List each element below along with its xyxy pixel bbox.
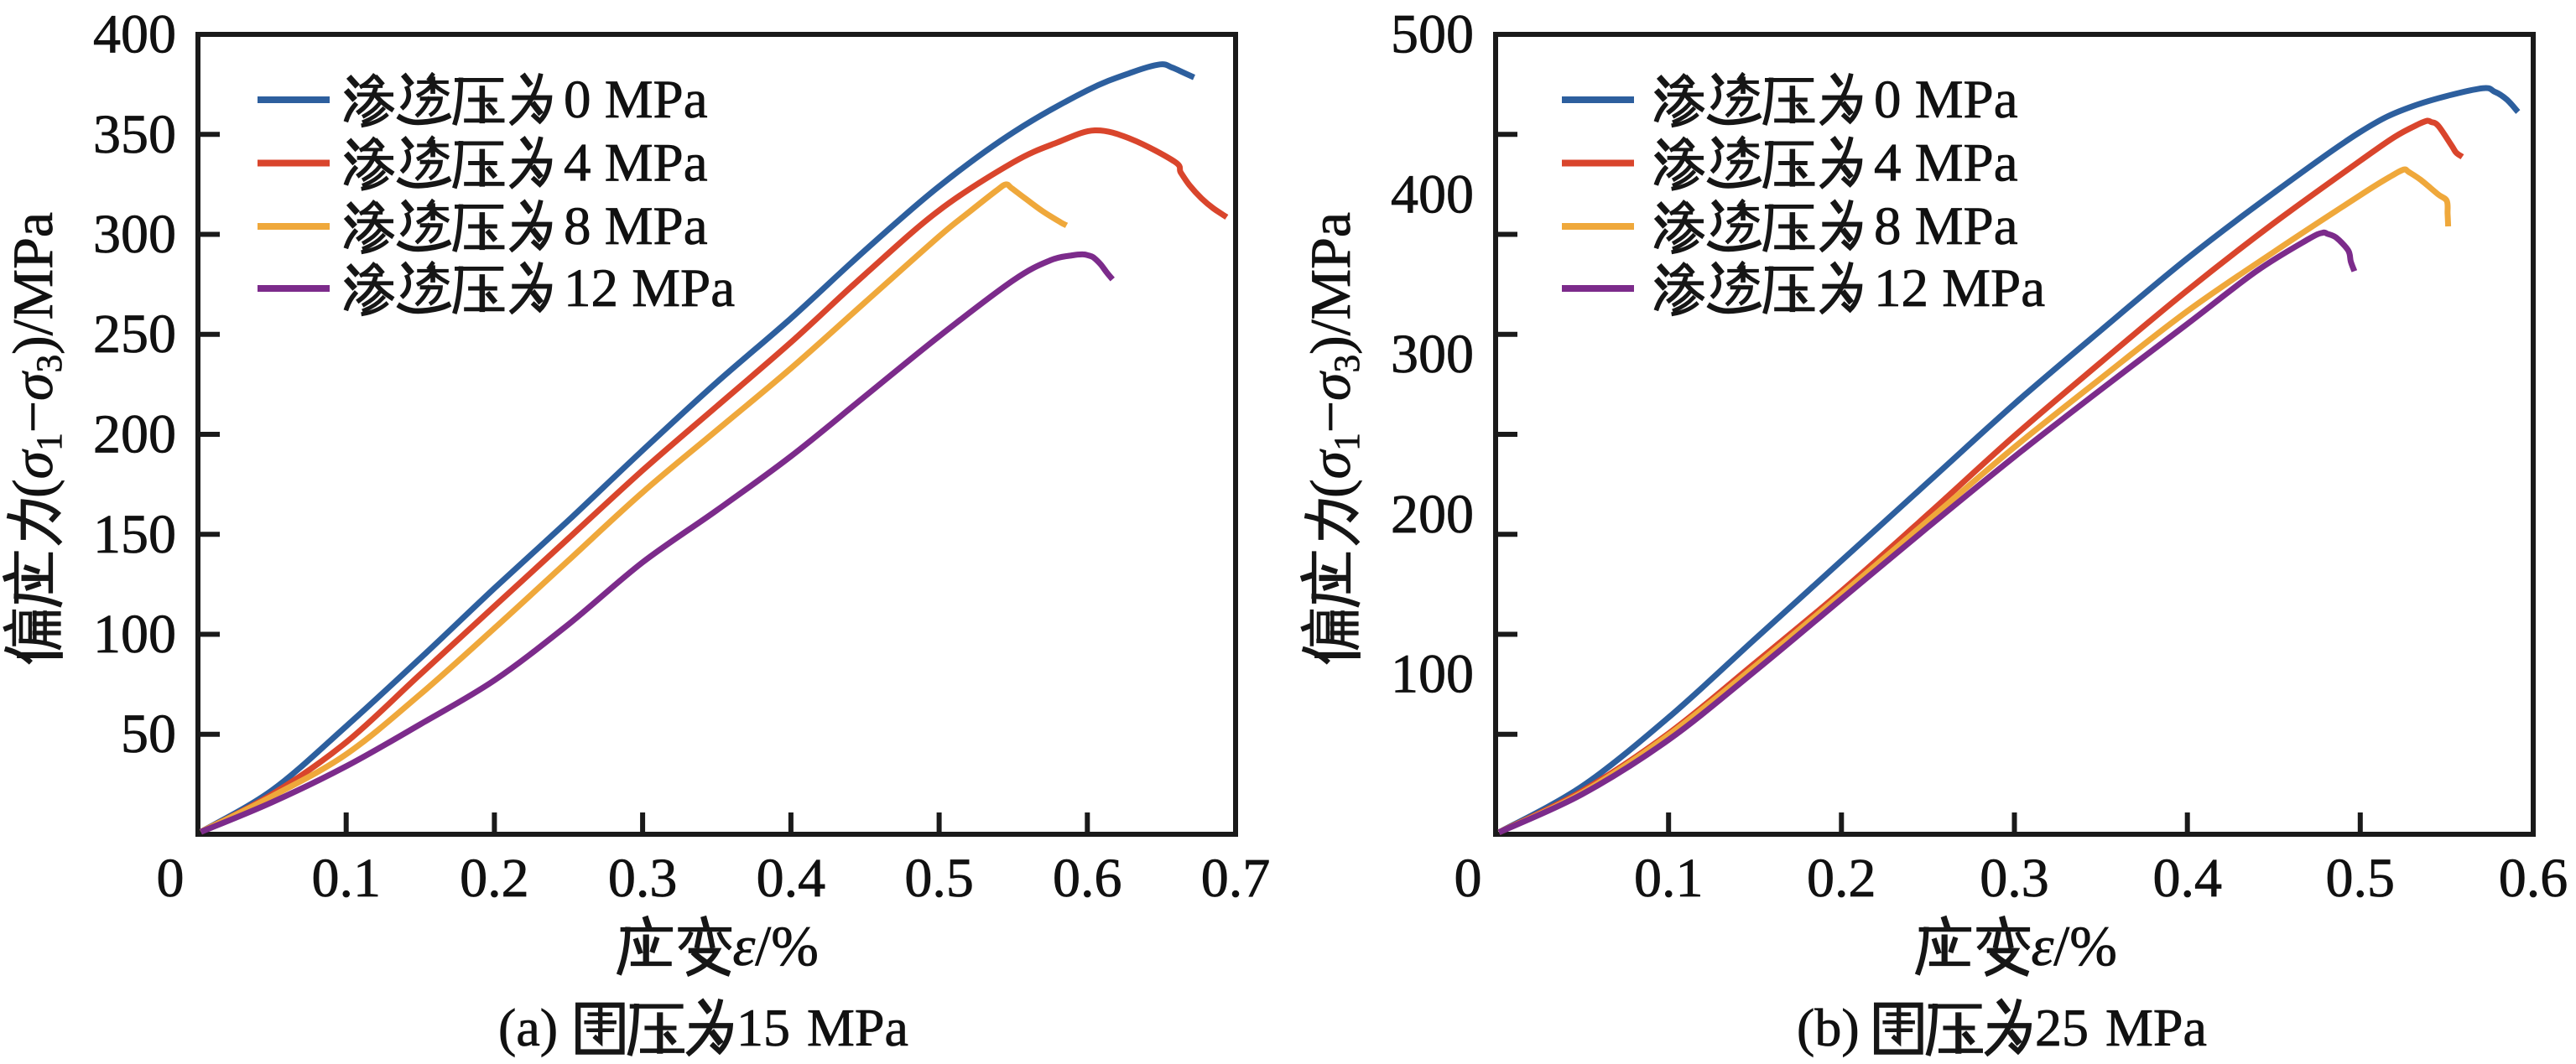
svg-text:200: 200 — [93, 404, 176, 465]
svg-text:250: 250 — [93, 304, 176, 365]
svg-text:4 MPa: 4 MPa — [1874, 133, 2018, 194]
svg-text:(σ1−σ3)/MPa: (σ1−σ3)/MPa — [1298, 212, 1367, 498]
svg-text:500: 500 — [1391, 4, 1474, 65]
svg-text:0 MPa: 0 MPa — [1874, 70, 2018, 130]
svg-text:0.1: 0.1 — [311, 848, 381, 909]
svg-text:(σ1−σ3)/MPa: (σ1−σ3)/MPa — [1, 212, 70, 498]
svg-text:0.2: 0.2 — [460, 848, 529, 909]
svg-text:12 MPa: 12 MPa — [564, 258, 735, 319]
svg-text:MPa: MPa — [2105, 998, 2207, 1057]
svg-text:0.4: 0.4 — [757, 848, 826, 909]
svg-text:0.6: 0.6 — [1053, 848, 1122, 909]
svg-text:100: 100 — [93, 604, 176, 665]
svg-text:25: 25 — [2035, 998, 2089, 1057]
svg-text:(a): (a) — [498, 998, 558, 1057]
svg-text:0.3: 0.3 — [608, 848, 678, 909]
svg-text:(b): (b) — [1797, 998, 1860, 1057]
svg-text:150: 150 — [93, 504, 176, 565]
svg-text:350: 350 — [93, 104, 176, 165]
svg-text:0.2: 0.2 — [1807, 848, 1876, 909]
svg-text:4 MPa: 4 MPa — [564, 133, 708, 194]
svg-text:MPa: MPa — [807, 998, 908, 1057]
svg-text:0.5: 0.5 — [2326, 848, 2396, 909]
svg-text:8 MPa: 8 MPa — [564, 196, 708, 257]
svg-text:0 MPa: 0 MPa — [564, 70, 708, 130]
svg-text:50: 50 — [121, 703, 176, 765]
svg-text:0.1: 0.1 — [1634, 848, 1704, 909]
svg-text:ε/%: ε/% — [2032, 914, 2117, 978]
svg-text:300: 300 — [1391, 324, 1474, 385]
svg-text:300: 300 — [93, 204, 176, 265]
svg-text:ε/%: ε/% — [733, 914, 819, 978]
svg-text:400: 400 — [1391, 163, 1474, 225]
svg-text:0.7: 0.7 — [1201, 848, 1271, 909]
svg-text:0.5: 0.5 — [904, 848, 974, 909]
svg-text:100: 100 — [1391, 644, 1474, 705]
svg-text:0.3: 0.3 — [1980, 848, 2049, 909]
svg-text:0: 0 — [1455, 848, 1482, 909]
svg-text:0: 0 — [157, 848, 185, 909]
svg-text:15: 15 — [736, 998, 790, 1057]
svg-text:0.4: 0.4 — [2152, 848, 2222, 909]
svg-text:8 MPa: 8 MPa — [1874, 196, 2018, 257]
svg-text:0.6: 0.6 — [2499, 848, 2568, 909]
svg-text:200: 200 — [1391, 484, 1474, 545]
svg-text:12 MPa: 12 MPa — [1874, 258, 2045, 319]
svg-text:400: 400 — [93, 4, 176, 65]
